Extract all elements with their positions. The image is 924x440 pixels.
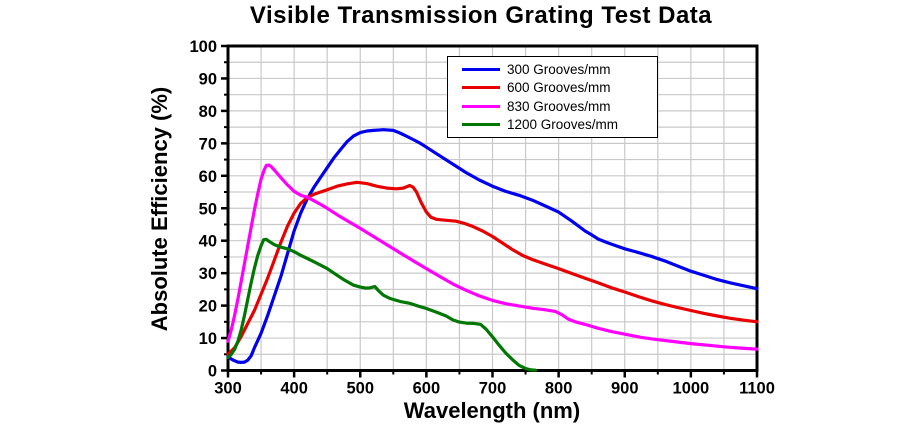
legend-label: 830 Grooves/mm (507, 98, 611, 114)
y-tick-label: 20 (199, 298, 217, 316)
legend-item-1200: 1200 Grooves/mm (462, 116, 651, 133)
x-tick-label: 400 (280, 380, 308, 398)
chart-title: Visible Transmission Grating Test Data (249, 2, 713, 29)
legend-item-600: 600 Grooves/mm (462, 79, 651, 96)
y-tick-label: 100 (189, 38, 217, 56)
y-tick-label: 80 (199, 103, 217, 121)
x-tick-label: 700 (479, 380, 507, 398)
legend-label: 300 Grooves/mm (507, 61, 611, 77)
y-tick-label: 10 (199, 330, 217, 348)
y-tick-label: 70 (199, 135, 217, 153)
legend-line-swatch (462, 123, 500, 127)
series-line-600 (226, 180, 759, 356)
y-tick-label: 50 (199, 200, 217, 218)
y-tick-label: 90 (199, 70, 217, 88)
y-tick-label: 40 (199, 233, 217, 251)
x-tick-label: 600 (413, 380, 441, 398)
x-tick-label: 500 (346, 380, 374, 398)
legend-item-300: 300 Grooves/mm (462, 61, 651, 78)
legend-line-swatch (462, 67, 500, 71)
series-line-300 (226, 128, 759, 364)
legend-line-swatch (462, 104, 500, 108)
x-tick-label: 900 (611, 380, 639, 398)
x-tick-label: 800 (545, 380, 573, 398)
y-tick-label: 0 (208, 363, 217, 381)
y-tick-label: 30 (199, 265, 217, 283)
x-tick-label: 1100 (739, 380, 775, 398)
y-tick-label: 60 (199, 168, 217, 186)
series-line-830 (226, 163, 759, 351)
x-axis-title: Wavelength (nm) (403, 398, 581, 423)
series-line-1200 (226, 237, 538, 372)
x-tick-label: 1000 (673, 380, 710, 398)
legend-label: 1200 Grooves/mm (507, 117, 619, 133)
legend-label: 600 Grooves/mm (507, 80, 611, 96)
legend-box: 300 Grooves/mm 600 Grooves/mm 830 Grooves/… (447, 56, 658, 138)
legend-line-swatch (462, 86, 500, 90)
legend-item-830: 830 Grooves/mm (462, 98, 651, 115)
x-tick-label: 300 (214, 380, 242, 398)
